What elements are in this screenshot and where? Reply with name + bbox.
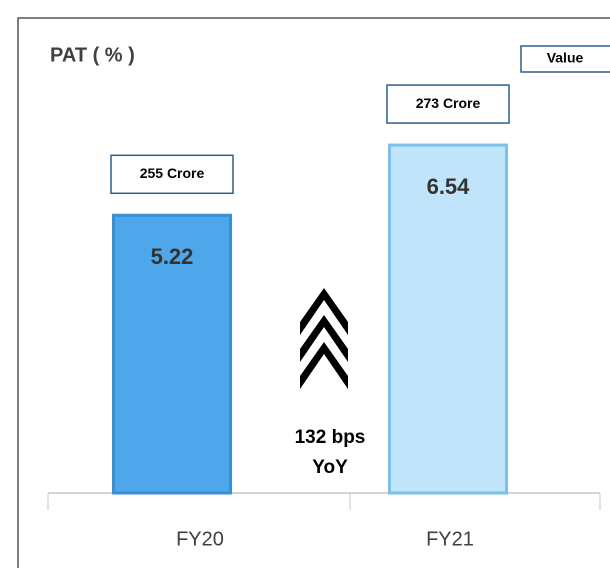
annotation-box (386, 84, 510, 124)
legend-label: Value (547, 50, 584, 66)
bar (388, 143, 508, 495)
bar (112, 213, 232, 495)
chart-title: PAT ( % ) (50, 44, 135, 66)
legend-box (520, 45, 610, 73)
frame (17, 17, 610, 573)
x-tick-label: FY21 (426, 528, 474, 550)
up-chevrons (300, 288, 348, 389)
annotation: 132 bps (295, 427, 366, 448)
bar-annotation: 273 Crore (416, 95, 481, 111)
bar-annotation: 255 Crore (140, 165, 205, 181)
annotation-box (110, 154, 234, 195)
data-label: 6.54 (427, 174, 471, 199)
data-label: 5.22 (151, 244, 194, 269)
x-tick-label: FY20 (176, 528, 224, 550)
annotation: YoY (312, 457, 348, 478)
